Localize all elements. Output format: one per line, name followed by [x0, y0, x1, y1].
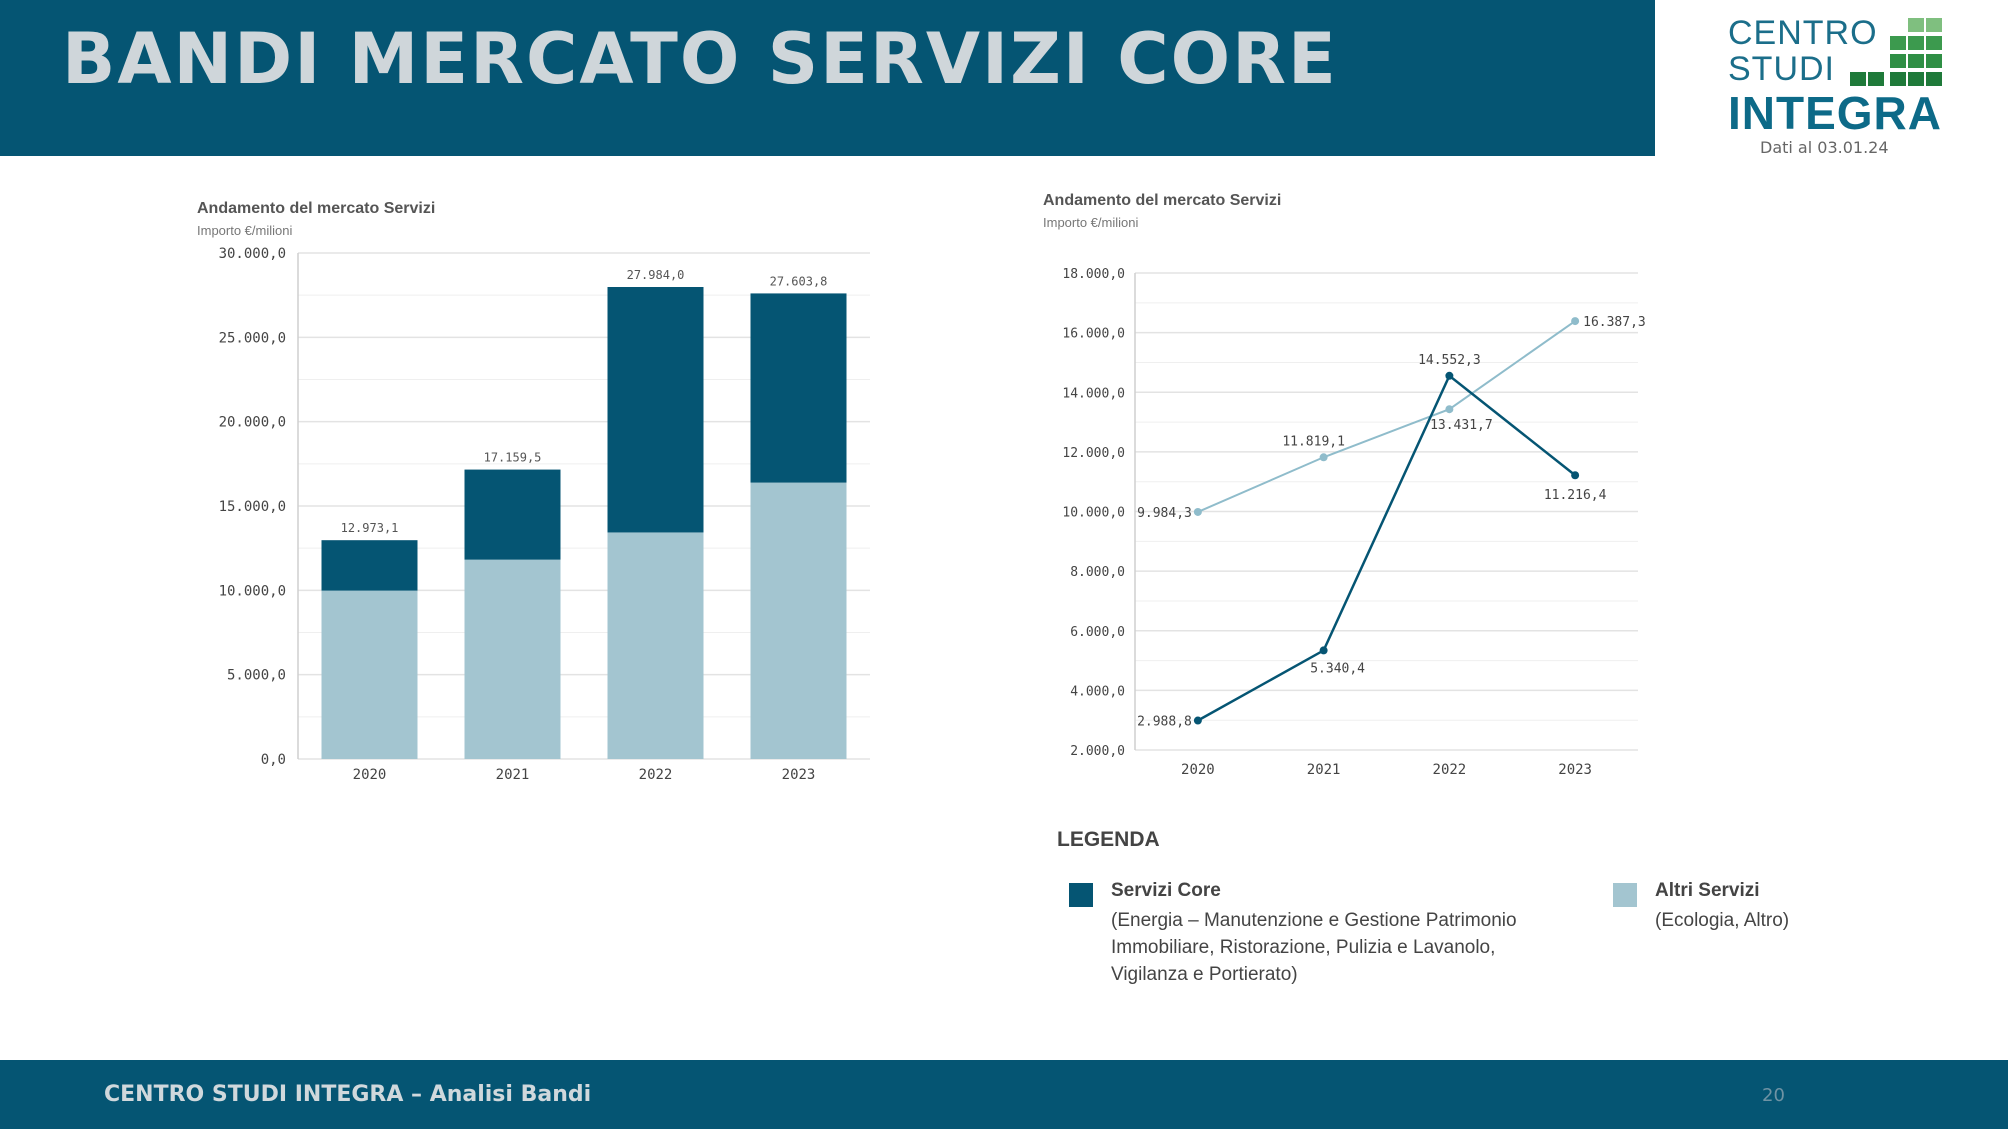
line-point-servizi-core [1193, 716, 1202, 725]
bar-chart-title: Andamento del mercato Servizi [197, 200, 436, 217]
bar-segment-altri-servizi [321, 590, 418, 759]
bar-segment-altri-servizi [607, 532, 704, 759]
bar-segment-altri-servizi [464, 559, 561, 759]
line-data-label: 11.819,1 [1282, 434, 1345, 449]
bar-total-label: 27.603,8 [770, 274, 828, 288]
line-xtick-label: 2020 [1181, 762, 1215, 778]
line-ytick-label: 2.000,0 [1070, 744, 1125, 759]
line-data-label: 5.340,4 [1310, 661, 1365, 676]
bar-ytick-label: 30.000,0 [219, 246, 286, 262]
bar-segment-servizi-core [607, 287, 704, 533]
legend-desc-altri: (Ecologia, Altro) [1655, 910, 1790, 931]
logo-line-centro: CENTRO [1728, 14, 1878, 52]
line-ytick-label: 6.000,0 [1070, 625, 1125, 640]
line-xtick-label: 2023 [1558, 762, 1592, 778]
line-series-altri-servizi [1197, 320, 1576, 513]
line-ytick-label: 14.000,0 [1062, 386, 1125, 401]
bar-segment-altri-servizi [750, 482, 847, 759]
bar-ytick-label: 10.000,0 [219, 583, 286, 599]
logo-line-integra: INTEGRA [1728, 87, 1942, 139]
page-number: 20 [1762, 1085, 1785, 1106]
legend-label-altri: Altri Servizi [1655, 880, 1760, 901]
bar-total-label: 12.973,1 [341, 521, 399, 535]
logo: CENTRO STUDI INTEGRA Dati al 03.01.24 [1700, 10, 2000, 160]
bar-ytick-label: 0,0 [261, 752, 286, 768]
bar-total-label: 17.159,5 [484, 451, 542, 465]
line-ytick-label: 12.000,0 [1062, 446, 1125, 461]
line-point-altri-servizi [1571, 317, 1580, 326]
line-point-altri-servizi [1319, 453, 1328, 462]
bar-ytick-label: 5.000,0 [227, 668, 286, 684]
logo-blocks-icon [1850, 18, 1942, 86]
line-data-label: 2.988,8 [1137, 715, 1192, 730]
bar-segment-servizi-core [321, 540, 418, 591]
legend-title: LEGENDA [1057, 828, 1160, 851]
legend-swatch-core [1069, 883, 1093, 907]
bar-total-label: 27.984,0 [627, 268, 685, 282]
line-ytick-label: 8.000,0 [1070, 565, 1125, 580]
bar-xtick-label: 2020 [353, 767, 387, 783]
data-date: Dati al 03.01.24 [1760, 138, 1889, 157]
footer-text: CENTRO STUDI INTEGRA – Analisi Bandi [104, 1082, 592, 1107]
bar-ytick-label: 25.000,0 [219, 330, 286, 346]
line-chart-subtitle: Importo €/milioni [1043, 215, 1139, 230]
line-ytick-label: 18.000,0 [1062, 267, 1125, 282]
bar-xtick-label: 2022 [639, 767, 673, 783]
line-point-altri-servizi [1193, 507, 1202, 516]
line-data-label: 9.984,3 [1137, 506, 1192, 521]
page-title: BANDI MERCATO SERVIZI CORE [62, 18, 1338, 100]
line-data-label: 13.431,7 [1430, 418, 1493, 433]
legend-label-core: Servizi Core [1111, 880, 1221, 901]
logo-line-studi: STUDI [1728, 50, 1835, 88]
line-ytick-label: 4.000,0 [1070, 684, 1125, 699]
bar-segment-servizi-core [464, 469, 561, 560]
footer-bar: CENTRO STUDI INTEGRA – Analisi Bandi 20 [0, 1060, 2008, 1129]
bar-chart-subtitle: Importo €/milioni [197, 223, 293, 238]
line-point-servizi-core [1571, 471, 1580, 480]
line-xtick-label: 2021 [1307, 762, 1341, 778]
stacked-bar-chart: 0,0 5.000,0 10.000,0 15.000,0 20.000,0 25.000… [219, 246, 870, 783]
line-point-altri-servizi [1445, 405, 1454, 414]
bar-xtick-label: 2021 [496, 767, 530, 783]
bar-ytick-label: 15.000,0 [219, 499, 286, 515]
bar-segment-servizi-core [750, 293, 847, 483]
header-banner: BANDI MERCATO SERVIZI CORE [0, 0, 1655, 156]
line-data-label: 11.216,4 [1544, 488, 1607, 503]
line-ytick-label: 10.000,0 [1062, 506, 1125, 521]
line-chart-title: Andamento del mercato Servizi [1043, 192, 1282, 209]
line-point-servizi-core [1319, 646, 1328, 655]
line-ytick-label: 16.000,0 [1062, 327, 1125, 342]
line-xtick-label: 2022 [1433, 762, 1467, 778]
bar-xtick-label: 2023 [782, 767, 816, 783]
legend-desc-core: (Energia – Manutenzione e Gestione Patri… [1111, 910, 1517, 985]
line-series-servizi-core [1197, 373, 1576, 722]
legend-swatch-altri [1613, 883, 1637, 907]
line-chart: 2.000,0 4.000,0 6.000,0 8.000,0 10.000,0 12.0… [1062, 267, 1646, 778]
line-data-label: 14.552,3 [1418, 353, 1481, 368]
line-point-servizi-core [1445, 371, 1454, 380]
bar-ytick-label: 20.000,0 [219, 415, 286, 431]
line-data-label: 16.387,3 [1583, 315, 1646, 330]
